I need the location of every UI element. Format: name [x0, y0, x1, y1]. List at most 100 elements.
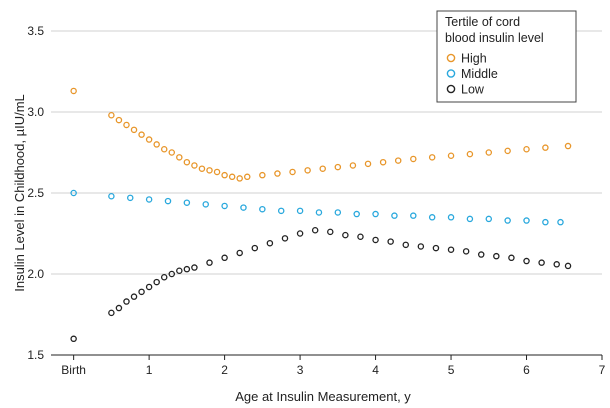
data-point-middle [485, 215, 493, 223]
data-point-middle [70, 189, 77, 197]
x-tick-label: 7 [599, 363, 606, 377]
data-point-middle [447, 214, 455, 221]
x-tick-label: 2 [221, 363, 228, 377]
axes [51, 354, 603, 360]
data-point-low [327, 228, 334, 236]
data-point-low [168, 270, 176, 278]
data-point-high [410, 155, 417, 163]
data-point-low [553, 261, 560, 268]
data-point-high [564, 142, 572, 150]
data-point-high [213, 168, 221, 176]
x-tick-label: 5 [448, 363, 455, 377]
data-point-high [108, 111, 115, 119]
data-point-low [281, 235, 289, 242]
data-point-middle [557, 218, 564, 226]
data-point-low [266, 239, 274, 247]
data-point-middle [108, 192, 115, 200]
data-point-high [542, 144, 549, 151]
data-point-middle [183, 199, 191, 206]
data-point-middle [504, 217, 511, 224]
data-point-middle [466, 215, 474, 223]
data-point-high [191, 162, 198, 169]
data-point-middle [372, 210, 379, 218]
data-point-low [538, 259, 545, 266]
data-point-middle [542, 218, 549, 226]
data-point-high [206, 167, 213, 174]
data-point-low [432, 244, 440, 252]
legend: Tertile of cord blood insulin level HighM… [436, 10, 577, 103]
tick-labels: 1.5 2.0 2.5 3.0 3.5 Birth 1 2 3 4 5 6 7 [27, 24, 605, 377]
data-point-high [394, 157, 402, 164]
data-point-low [176, 267, 183, 275]
legend-marker-low [446, 84, 456, 94]
x-tick-label: 4 [372, 363, 379, 377]
data-point-middle [164, 197, 172, 205]
data-point-high [130, 126, 138, 134]
data-point-high [115, 116, 123, 124]
data-point-high [349, 162, 357, 169]
legend-title-line: Tertile of cord [445, 15, 520, 29]
data-point-high [485, 149, 493, 156]
x-tick-label: 6 [523, 363, 530, 377]
data-point-middle [391, 212, 398, 219]
data-point-high [168, 149, 176, 156]
data-point-high [428, 154, 436, 161]
data-point-high [145, 136, 153, 143]
data-point-low [462, 248, 470, 255]
data-point-low [477, 251, 485, 258]
x-tick-label: 1 [146, 363, 153, 377]
data-point-high [319, 165, 326, 172]
data-point-high [466, 150, 474, 158]
legend-marker-high [446, 53, 456, 63]
data-point-middle [523, 217, 530, 224]
legend-label-middle: Middle [461, 67, 498, 81]
data-point-low [221, 254, 228, 262]
data-point-high [289, 168, 296, 176]
data-point-high [123, 121, 130, 129]
data-point-low [311, 227, 319, 234]
data-point-middle [315, 209, 323, 216]
legend-marker-middle [446, 69, 456, 78]
data-point-high [304, 167, 311, 174]
data-point-high [364, 160, 372, 168]
y-axis-title: Insulin Level in Childhood, µIU/mL [12, 94, 27, 292]
data-point-low [70, 335, 77, 343]
data-point-low [564, 262, 572, 270]
y-tick-label: 3.0 [27, 105, 44, 119]
data-point-middle [428, 214, 436, 221]
data-point-middle [240, 204, 247, 211]
data-point-low [236, 249, 243, 257]
data-point-middle [277, 207, 285, 215]
data-point-middle [202, 201, 209, 208]
data-point-high [176, 154, 183, 161]
data-point-high [259, 171, 266, 179]
data-point-low [115, 304, 123, 312]
y-tick-label: 1.5 [27, 348, 44, 362]
data-point-low [508, 254, 515, 262]
y-tick-label: 2.5 [27, 186, 44, 200]
data-point-high [138, 131, 145, 138]
legend-title: Tertile of cord blood insulin level [445, 15, 544, 45]
data-point-low [523, 257, 530, 265]
x-tick-label: Birth [61, 363, 86, 377]
data-point-low [493, 252, 500, 260]
data-point-low [342, 231, 349, 239]
data-point-middle [353, 210, 360, 218]
data-point-low [417, 243, 425, 250]
data-point-low [296, 230, 304, 237]
legend-label-high: High [461, 52, 487, 66]
data-point-middle [145, 196, 153, 203]
data-point-low [123, 298, 130, 305]
data-point-high [447, 152, 455, 159]
data-point-middle [334, 209, 342, 216]
data-point-high [153, 141, 160, 148]
y-tick-label: 2.0 [27, 267, 44, 281]
data-point-low [145, 283, 153, 291]
data-point-middle [259, 205, 266, 213]
data-point-low [206, 259, 213, 266]
data-point-low [251, 244, 259, 252]
data-point-low [447, 246, 455, 253]
data-point-low [183, 265, 191, 273]
